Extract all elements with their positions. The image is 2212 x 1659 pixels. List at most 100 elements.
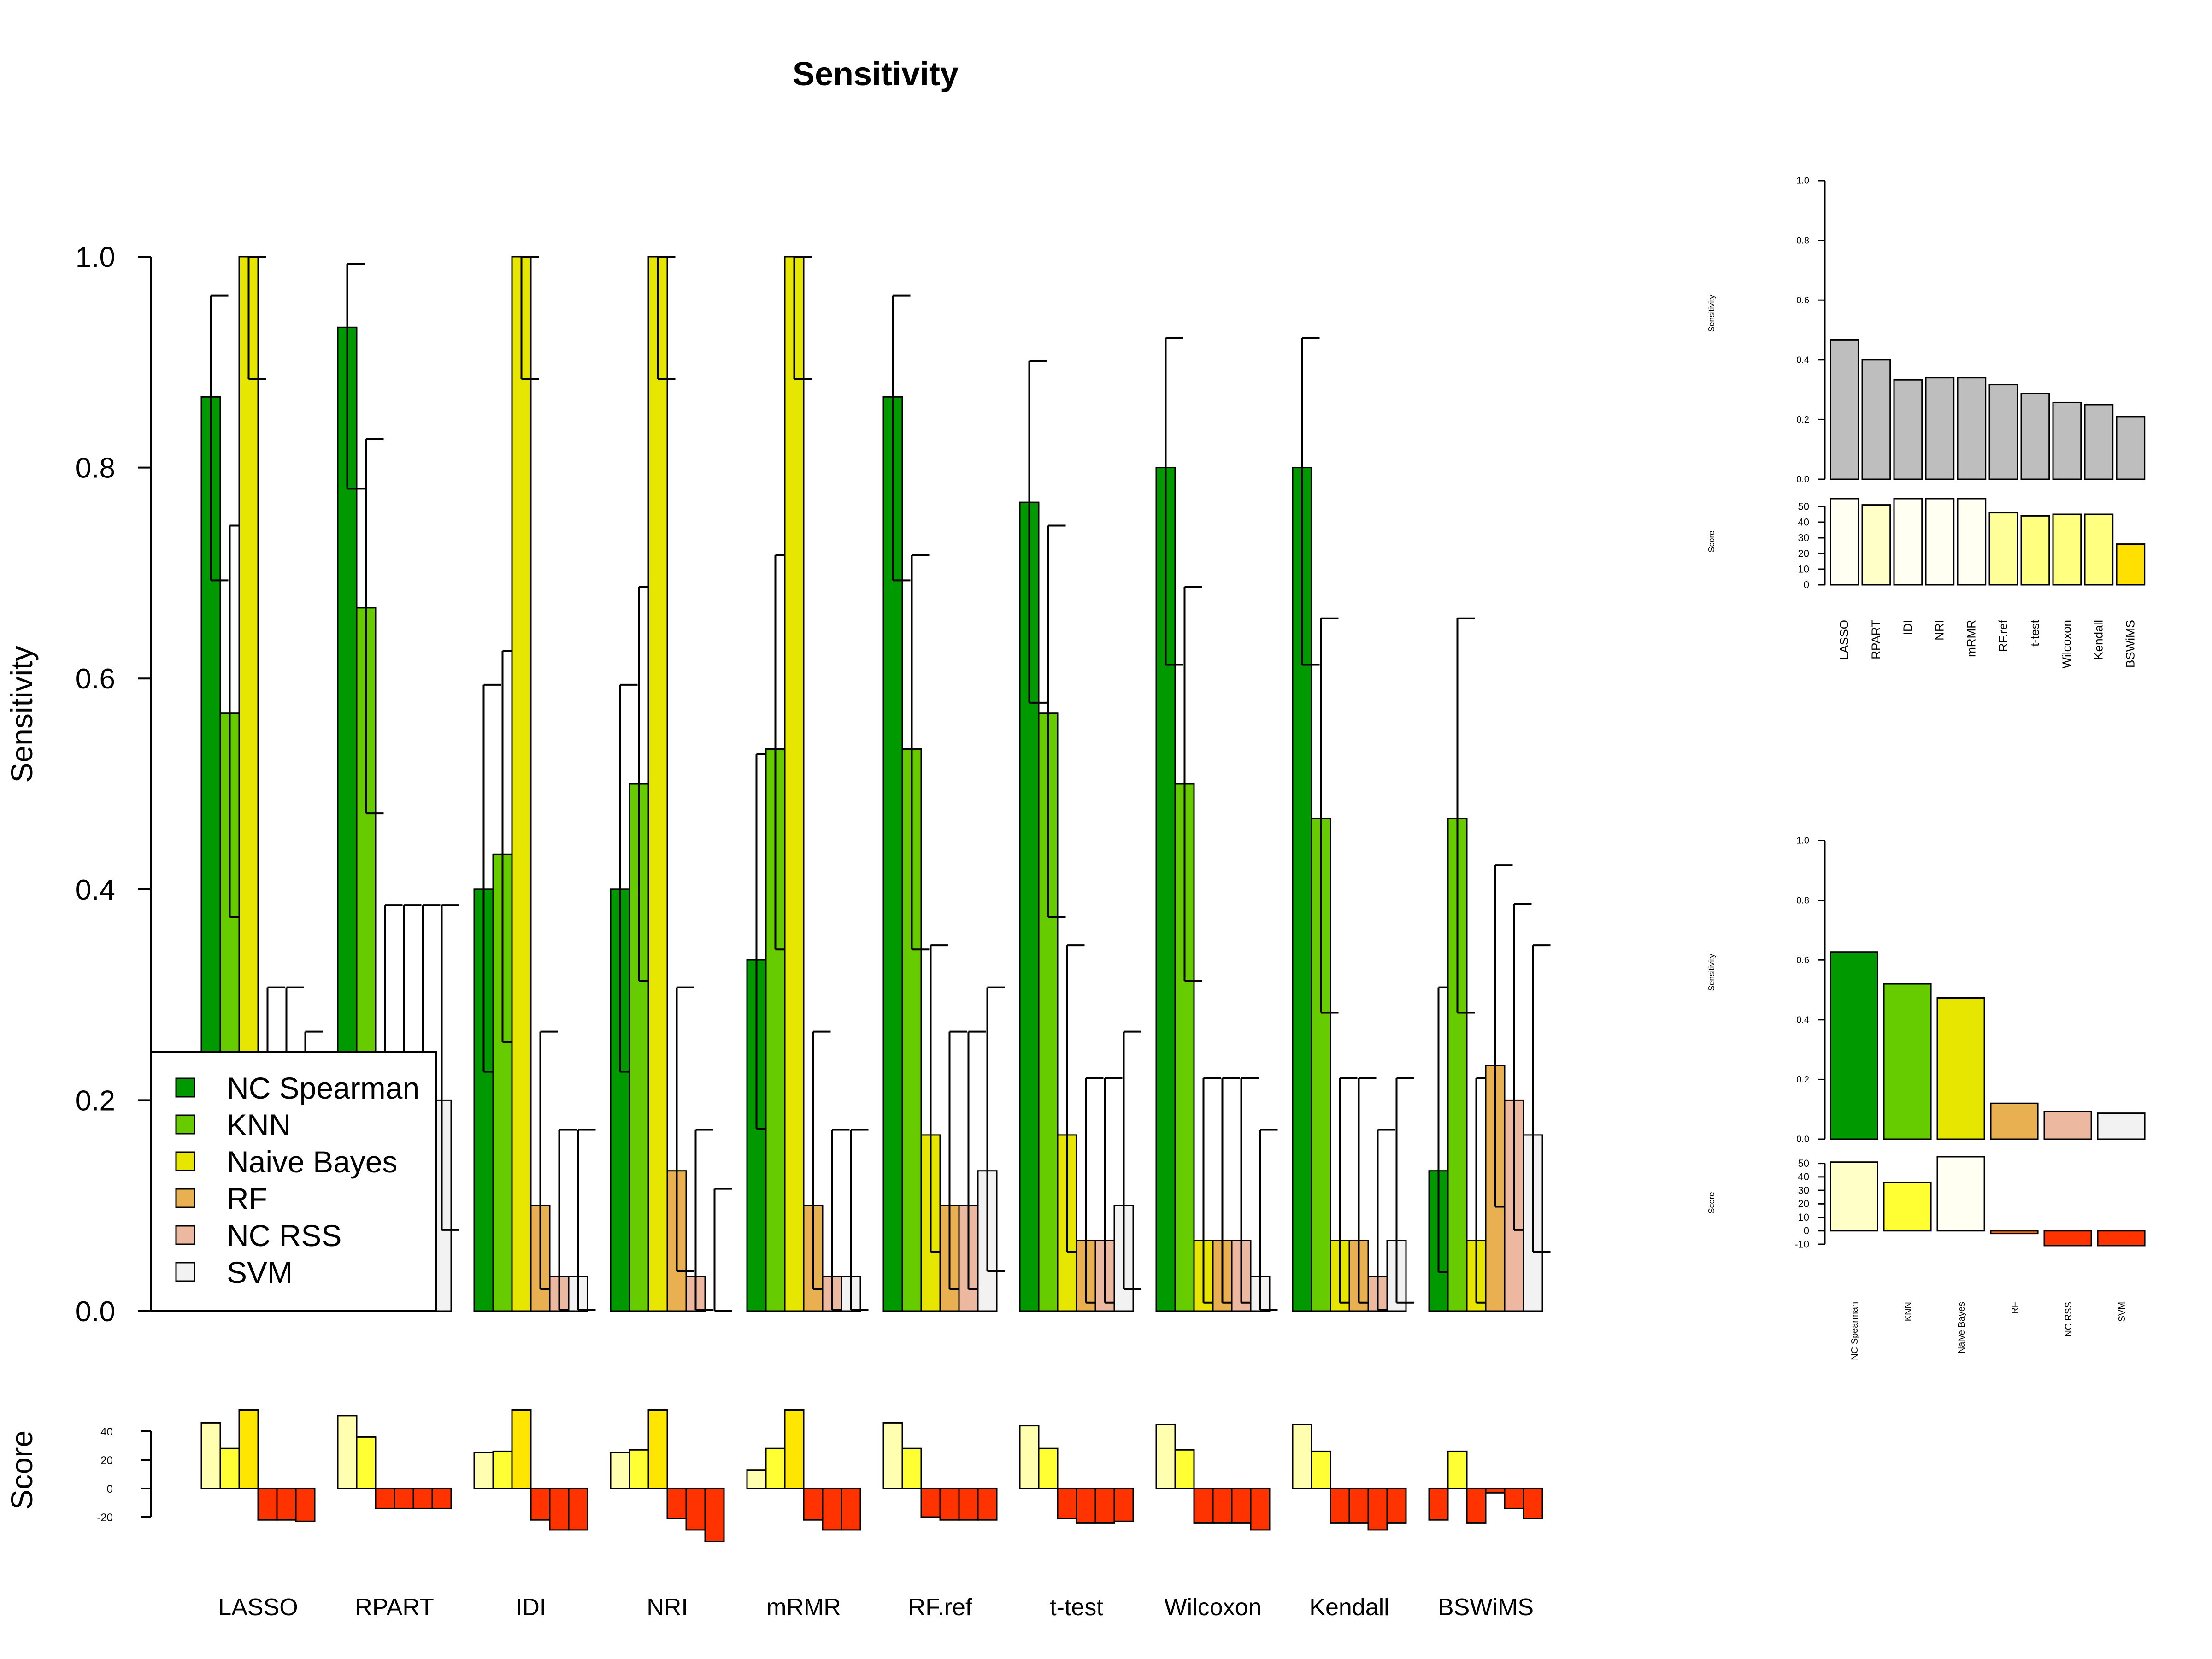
score-bar-kendall-knn	[1311, 1450, 1331, 1489]
score-bar-idi-knn	[492, 1450, 513, 1489]
method-sensitivity-bar-rf-ref	[1988, 384, 2018, 480]
classifier-score-y-tick-label: 10	[1798, 1212, 1809, 1223]
classifier-score-x-label-naive-bayes: Naive Bayes	[1957, 1302, 1967, 1353]
score-bar-rpart-svm	[431, 1488, 452, 1509]
score-bar-idi-naive-bayes	[511, 1409, 532, 1489]
method-sensitivity-y-tick-label: 0.4	[1796, 355, 1809, 365]
legend-label-svm: SVM	[227, 1255, 293, 1289]
method-score-x-label-lasso: LASSO	[1837, 620, 1851, 660]
score-bar-nri-nc-rss	[685, 1488, 706, 1531]
classifier-sensitivity-y-tick-label: 0.8	[1796, 895, 1809, 906]
legend-swatch-nc-spearman	[175, 1077, 195, 1098]
score-bar-rpart-nc-spearman	[337, 1415, 358, 1489]
score-bar-bswims-rf	[1485, 1488, 1506, 1494]
method-score-bar-rpart	[1861, 504, 1891, 586]
classifier-score-y-tick-label: 40	[1798, 1171, 1809, 1182]
method-sensitivity-bar-lasso	[1830, 339, 1859, 480]
legend-label-nc-rss: NC RSS	[227, 1218, 341, 1253]
legend-label-knn: KNN	[227, 1108, 291, 1142]
chart-marks: 0.0 0.2 0.4 0.6 0.8 1.0 -20 0 20 40 LASSO RPART IDI N…	[76, 176, 2146, 1621]
method-sensitivity-bar-wilcoxon	[2052, 401, 2082, 480]
x-tick-label-wilcoxon: Wilcoxon	[1165, 1594, 1262, 1621]
score-bar-lasso-svm	[295, 1488, 316, 1522]
method-sensitivity-y-tick-label: 0.2	[1796, 415, 1809, 425]
method-score-bar-idi	[1893, 498, 1923, 586]
classifier-score-x-label-nc-spearman: NC Spearman	[1850, 1302, 1860, 1360]
score-bar-lasso-knn	[219, 1447, 240, 1489]
score-bar-rf-ref-naive-bayes	[920, 1488, 941, 1518]
score-bar-idi-nc-spearman	[473, 1452, 494, 1489]
score-bar-bswims-svm	[1523, 1488, 1543, 1519]
method-score-y-tick-label: 0	[1804, 579, 1809, 590]
classifier-score-y-tick-label: -10	[1794, 1238, 1809, 1250]
method-sensitivity-bar-t-test	[2020, 393, 2050, 480]
score-bar-mrmr-svm	[841, 1488, 861, 1531]
method-score-y-tick-label: 10	[1798, 563, 1809, 575]
classifier-score-bar-nc-rss	[2043, 1230, 2092, 1247]
top-inset-score-label: Score	[1707, 530, 1716, 552]
score-bar-rf-ref-rf	[939, 1488, 960, 1521]
top-inset-sensitivity-label: Sensitivity	[1707, 294, 1716, 332]
classifier-score-bar-naive-bayes	[1936, 1156, 1985, 1232]
score-bar-nri-nc-spearman	[610, 1452, 630, 1489]
score-bar-rf-ref-nc-rss	[958, 1488, 979, 1521]
score-bar-wilcoxon-svm	[1250, 1488, 1271, 1531]
score-bar-t-test-knn	[1038, 1447, 1059, 1489]
classifier-sensitivity-bar-rf	[1990, 1102, 2039, 1140]
classifier-sensitivity-bar-knn	[1883, 983, 1932, 1140]
score-y-tick-label: 40	[100, 1426, 113, 1438]
score-bar-mrmr-knn	[765, 1447, 786, 1489]
x-tick-label-nri: NRI	[647, 1594, 688, 1621]
score-bar-nri-rf	[666, 1488, 687, 1519]
classifier-sensitivity-bar-nc-rss	[2043, 1111, 2092, 1140]
score-bar-rpart-nc-rss	[412, 1488, 433, 1509]
score-bar-kendall-naive-bayes	[1330, 1488, 1350, 1524]
method-score-x-label-rf-ref: RF.ref	[1996, 619, 2010, 652]
legend-label-nc-spearman: NC Spearman	[227, 1071, 419, 1105]
bar-idi-naive-bayes	[511, 256, 532, 1312]
legend-swatch-naive-bayes	[175, 1151, 195, 1171]
bar-nri-naive-bayes	[647, 256, 668, 1312]
chart-title: Sensitivity	[793, 56, 959, 93]
method-score-y-tick-label: 20	[1798, 547, 1809, 559]
score-bar-bswims-nc-rss	[1504, 1488, 1524, 1509]
main-y-tick-label: 1.0	[76, 241, 115, 273]
classifier-sensitivity-y-tick-label: 0.4	[1796, 1015, 1809, 1025]
main-y-tick-label: 0.0	[76, 1296, 115, 1328]
score-bar-rpart-knn	[356, 1436, 377, 1489]
score-bar-idi-nc-rss	[549, 1488, 570, 1531]
method-score-y-tick-label: 40	[1798, 516, 1809, 528]
score-bar-mrmr-rf	[803, 1488, 824, 1521]
main-y-tick-label: 0.4	[76, 874, 115, 906]
x-tick-label-t-test: t-test	[1050, 1594, 1103, 1621]
x-tick-label-mrmr: mRMR	[766, 1594, 841, 1621]
classifier-score-y-tick-label: 20	[1798, 1198, 1809, 1210]
score-bar-t-test-rf	[1076, 1488, 1096, 1524]
bottom-inset-score-label: Score	[1707, 1192, 1716, 1213]
main-y-tick-label: 0.8	[76, 453, 115, 484]
method-sensitivity-y-tick-label: 0.0	[1796, 475, 1809, 485]
method-score-x-label-nri: NRI	[1932, 620, 1946, 641]
method-score-x-label-rpart: RPART	[1869, 620, 1883, 659]
score-bar-lasso-rf	[257, 1488, 278, 1521]
method-sensitivity-bar-idi	[1893, 379, 1923, 480]
legend-box	[150, 1051, 437, 1312]
score-bar-t-test-naive-bayes	[1057, 1488, 1077, 1519]
main-y-axis-label: Sensitivity	[5, 646, 39, 782]
method-sensitivity-y-tick-label: 0.8	[1796, 235, 1809, 246]
score-bar-wilcoxon-knn	[1174, 1449, 1195, 1489]
classifier-score-bar-svm	[2097, 1230, 2146, 1247]
bottom-inset-sensitivity-label: Sensitivity	[1707, 953, 1716, 991]
classifier-score-bar-nc-spearman	[1830, 1161, 1878, 1232]
method-score-bar-t-test	[2020, 515, 2050, 586]
score-bar-lasso-nc-rss	[276, 1488, 297, 1521]
classifier-sensitivity-bar-naive-bayes	[1936, 997, 1985, 1140]
method-sensitivity-bar-nri	[1925, 377, 1955, 480]
score-y-tick-label: 20	[100, 1454, 113, 1467]
classifier-score-y-tick-label: 0	[1804, 1225, 1809, 1236]
method-score-x-label-wilcoxon: Wilcoxon	[2059, 620, 2073, 668]
score-y-tick-label: 0	[107, 1483, 113, 1495]
x-tick-label-rf-ref: RF.ref	[908, 1594, 972, 1621]
score-bar-wilcoxon-nc-rss	[1231, 1488, 1252, 1524]
